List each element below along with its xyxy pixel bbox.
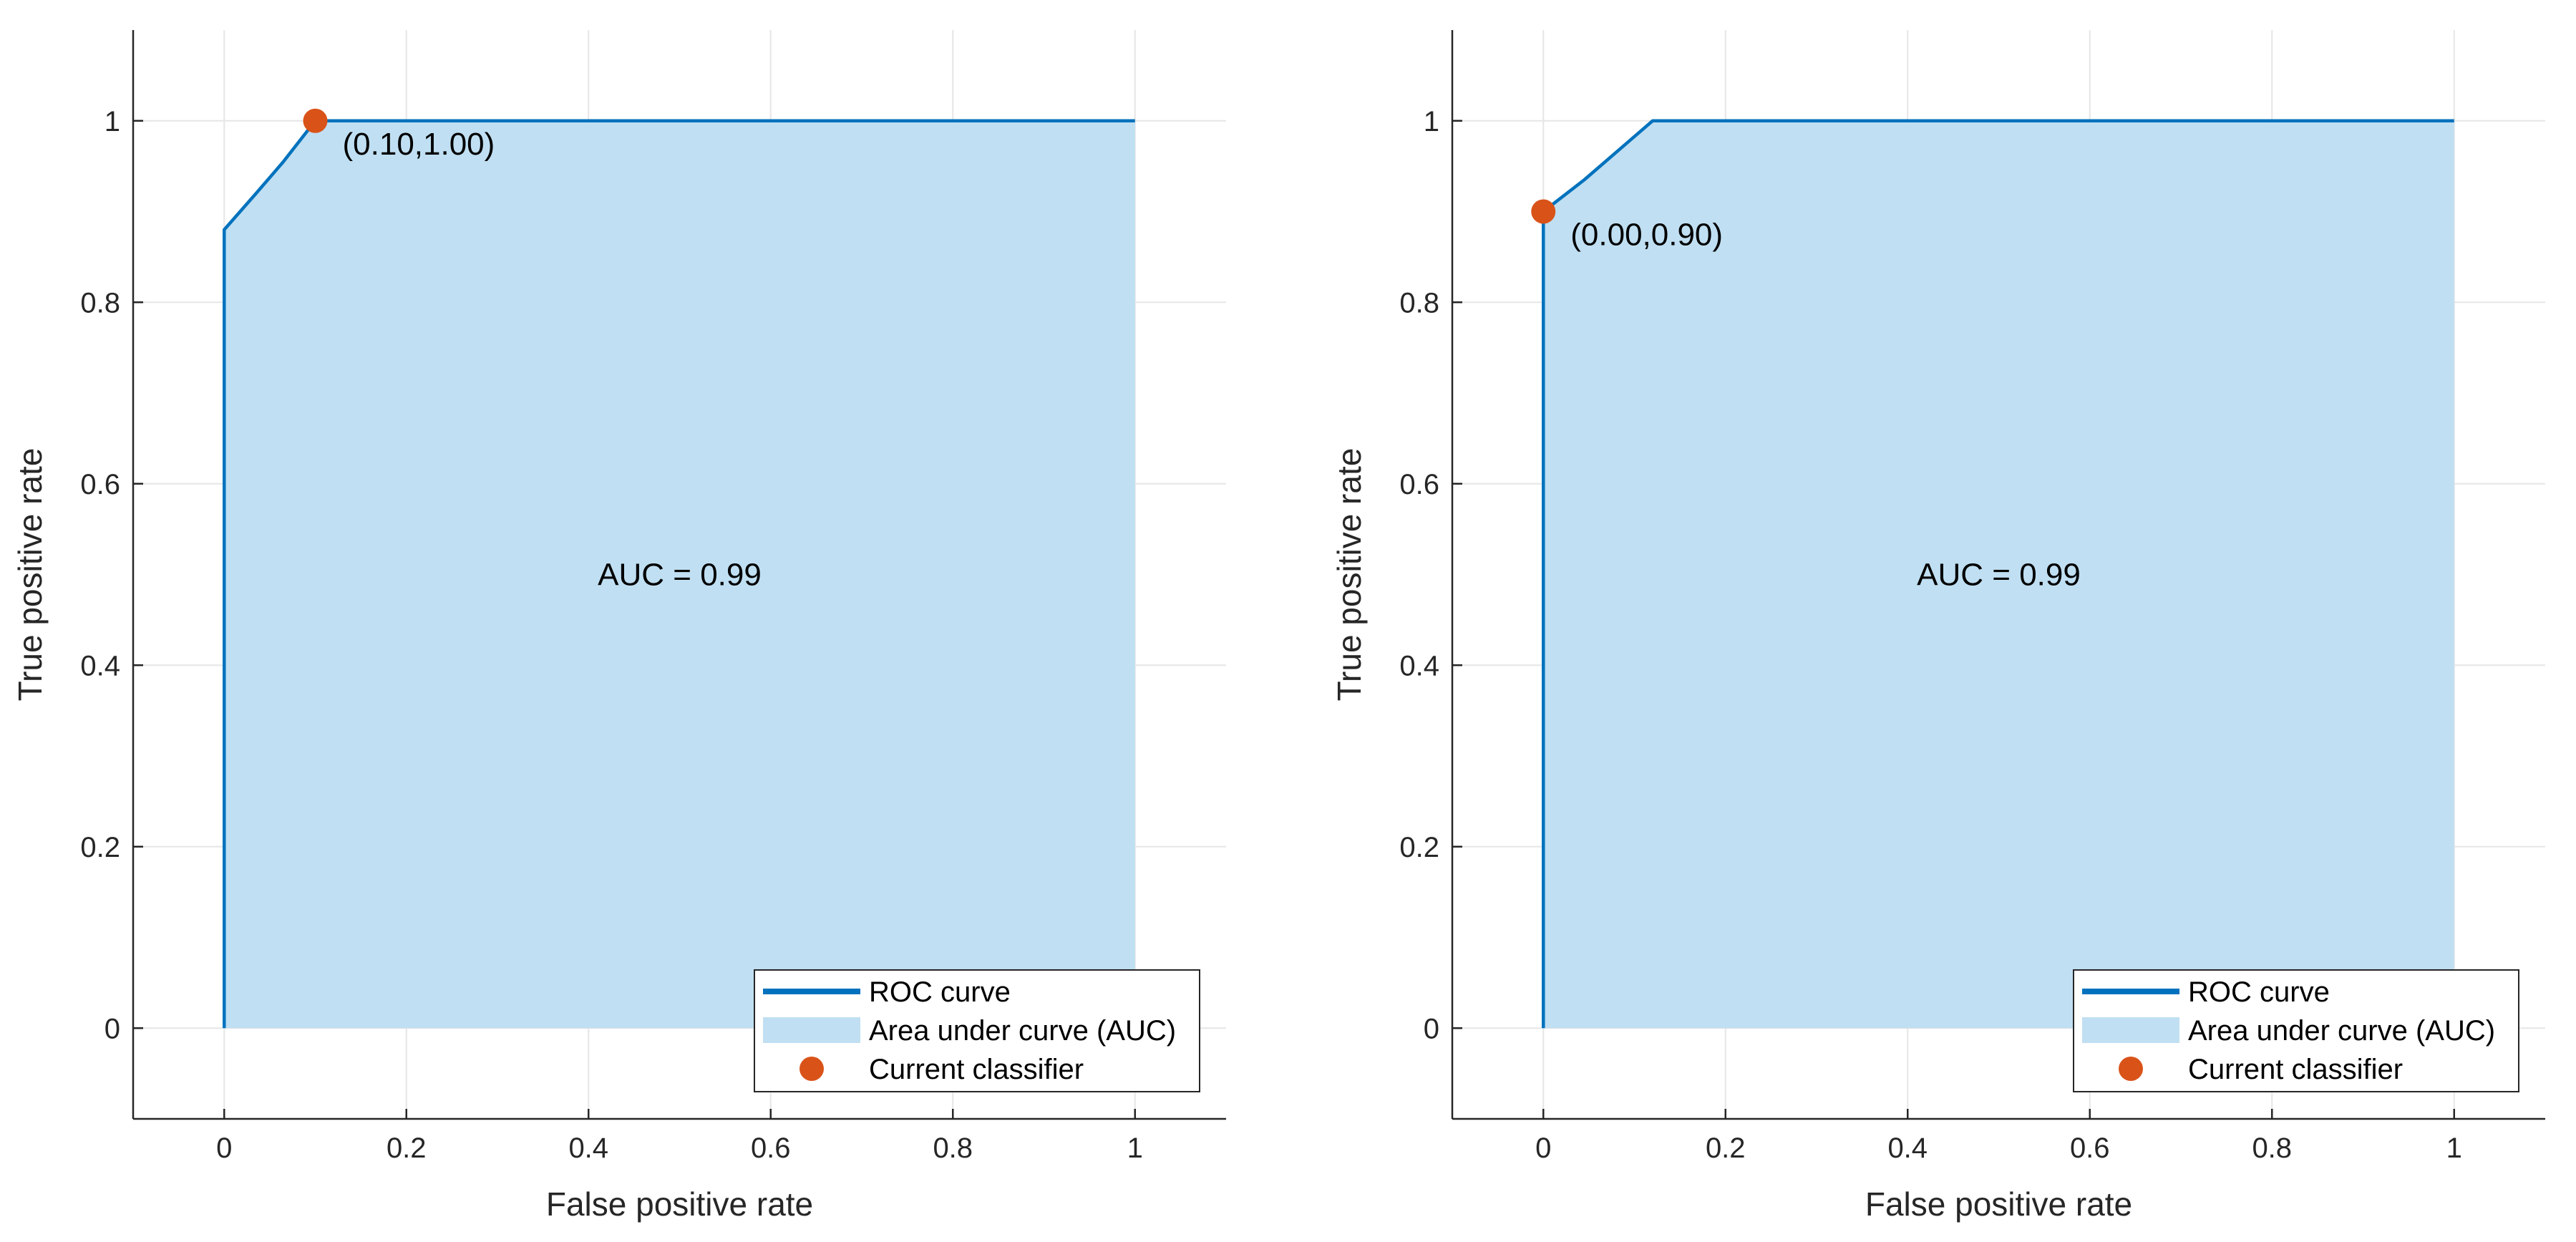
auc-area <box>224 120 1135 1029</box>
legend-auc-label: Area under curve (AUC) <box>869 1015 1176 1047</box>
y-tick-label: 0.4 <box>1399 650 1439 681</box>
legend-roc-label: ROC curve <box>869 976 1011 1008</box>
x-tick-label: 0.6 <box>2070 1132 2110 1164</box>
y-tick-label: 0.2 <box>80 832 120 863</box>
x-tick-label: 0.2 <box>387 1132 427 1164</box>
legend: ROC curve Area under curve (AUC) Current c… <box>2073 969 2519 1092</box>
legend: ROC curve Area under curve (AUC) Current c… <box>754 969 1200 1092</box>
x-tick-label: 0.4 <box>568 1132 608 1164</box>
legend-auc-swatch <box>763 1017 860 1043</box>
y-tick-label: 0.8 <box>1399 287 1439 319</box>
x-tick-label: 0.2 <box>1706 1132 1746 1164</box>
legend-classifier-label: Current classifier <box>869 1054 1084 1085</box>
legend-classifier-label: Current classifier <box>2188 1054 2403 1085</box>
y-axis-label: True positive rate <box>1331 448 1368 702</box>
legend-classifier-swatch <box>2119 1057 2143 1081</box>
y-tick-label: 0 <box>105 1013 120 1044</box>
x-tick-label: 0 <box>1535 1132 1551 1164</box>
auc-area <box>1543 120 2454 1029</box>
legend-classifier-swatch <box>799 1057 824 1081</box>
auc-label: AUC = 0.99 <box>598 558 762 593</box>
x-tick-label: 1 <box>2446 1132 2462 1164</box>
x-tick-label: 0 <box>216 1132 232 1164</box>
y-tick-label: 0.6 <box>80 469 120 500</box>
y-tick-label: 0.6 <box>1399 469 1439 500</box>
legend-auc-label: Area under curve (AUC) <box>2188 1015 2495 1047</box>
x-tick-label: 1 <box>1127 1132 1143 1164</box>
current-classifier-label: (0.00,0.90) <box>1570 218 1723 253</box>
x-tick-label: 0.8 <box>933 1132 973 1164</box>
auc-label: AUC = 0.99 <box>1917 558 2081 593</box>
y-tick-label: 0 <box>1424 1013 1439 1044</box>
roc-curve-line <box>223 119 1135 1029</box>
y-tick-label: 1 <box>1424 106 1439 137</box>
x-tick-label: 0.8 <box>2252 1132 2292 1164</box>
x-axis-label: False positive rate <box>1865 1185 2132 1223</box>
y-axis-label: True positive rate <box>11 448 49 702</box>
y-tick-label: 0.8 <box>80 287 120 319</box>
x-tick-label: 0.4 <box>1887 1132 1928 1164</box>
current-classifier-marker <box>1531 199 1556 224</box>
y-tick-label: 0.2 <box>1399 832 1439 863</box>
current-classifier-label: (0.10,1.00) <box>343 127 495 162</box>
roc-curve-line <box>1542 119 2454 1029</box>
roc-panel-1: 0 0.2 0.4 0.6 0.8 1 0 0.2 0.4 0.6 0.8 1 False positi… <box>11 30 1226 1223</box>
legend-auc-swatch <box>2082 1017 2179 1043</box>
current-classifier-marker <box>303 108 328 133</box>
legend-roc-label: ROC curve <box>2188 976 2330 1008</box>
y-tick-label: 0.4 <box>80 650 120 681</box>
x-axis-label: False positive rate <box>546 1185 813 1223</box>
roc-panel-2: 0 0.2 0.4 0.6 0.8 1 0 0.2 0.4 0.6 0.8 1 False positi… <box>1331 30 2545 1223</box>
y-tick-label: 1 <box>105 106 120 137</box>
x-tick-label: 0.6 <box>751 1132 791 1164</box>
